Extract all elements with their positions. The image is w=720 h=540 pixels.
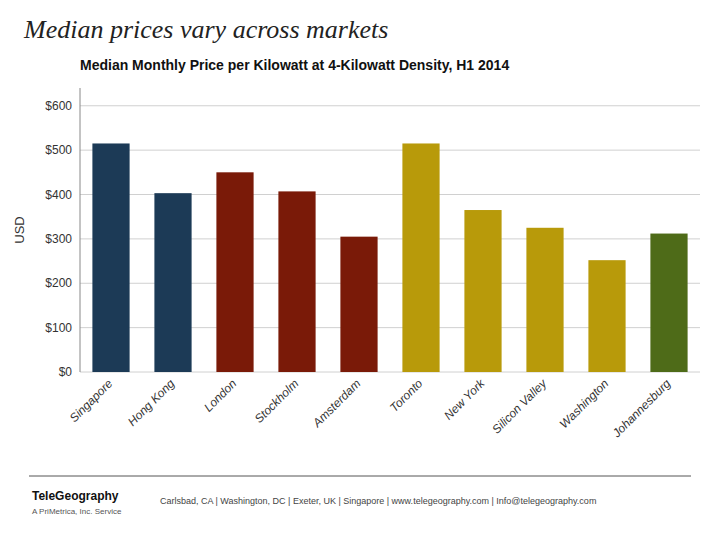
y-tick-label: $500 bbox=[45, 143, 72, 157]
bar bbox=[402, 143, 439, 372]
y-axis-label: USD bbox=[12, 216, 27, 243]
x-tick-label: New York bbox=[441, 376, 488, 423]
bar bbox=[526, 228, 563, 372]
y-tick-label: $400 bbox=[45, 188, 72, 202]
y-tick-label: $0 bbox=[59, 365, 73, 379]
annotation: A PriMetrica, Inc. Service bbox=[32, 507, 122, 516]
chart: Median prices vary across markets Median … bbox=[0, 0, 720, 540]
bar bbox=[650, 234, 687, 372]
bar bbox=[92, 143, 129, 372]
y-tick-label: $300 bbox=[45, 232, 72, 246]
bar bbox=[216, 172, 253, 372]
annotation: TeleGeography bbox=[32, 489, 119, 503]
bar bbox=[464, 210, 501, 372]
x-tick-label: Amsterdam bbox=[309, 376, 363, 430]
bar bbox=[588, 260, 625, 372]
subtitle: Median Monthly Price per Kilowatt at 4-K… bbox=[80, 57, 509, 73]
bar bbox=[278, 191, 315, 372]
x-tick-label: Hong Kong bbox=[125, 376, 178, 429]
grid bbox=[80, 106, 700, 372]
x-tick-label: Singapore bbox=[67, 376, 116, 425]
x-tick-label: Toronto bbox=[387, 376, 426, 415]
y-tick-label: $100 bbox=[45, 321, 72, 335]
title: Median prices vary across markets bbox=[23, 15, 388, 44]
y-tick-label: $600 bbox=[45, 99, 72, 113]
bar bbox=[340, 237, 377, 372]
x-tick-label: London bbox=[201, 376, 239, 414]
grid-line bbox=[80, 105, 700, 106]
bar bbox=[154, 193, 191, 372]
x-tick-label: Washington bbox=[557, 376, 612, 431]
x-tick-label: Stockholm bbox=[252, 376, 302, 426]
footer-rule bbox=[29, 476, 691, 477]
x-tick-label: Johannesburg bbox=[609, 376, 674, 441]
annotation: Carlsbad, CA | Washington, DC | Exeter, … bbox=[160, 496, 596, 506]
grid-line bbox=[80, 150, 700, 151]
y-tick-label: $200 bbox=[45, 276, 72, 290]
y-axis-line bbox=[80, 88, 81, 372]
bars bbox=[92, 143, 687, 372]
x-tick-label: Silicon Valley bbox=[489, 376, 550, 437]
